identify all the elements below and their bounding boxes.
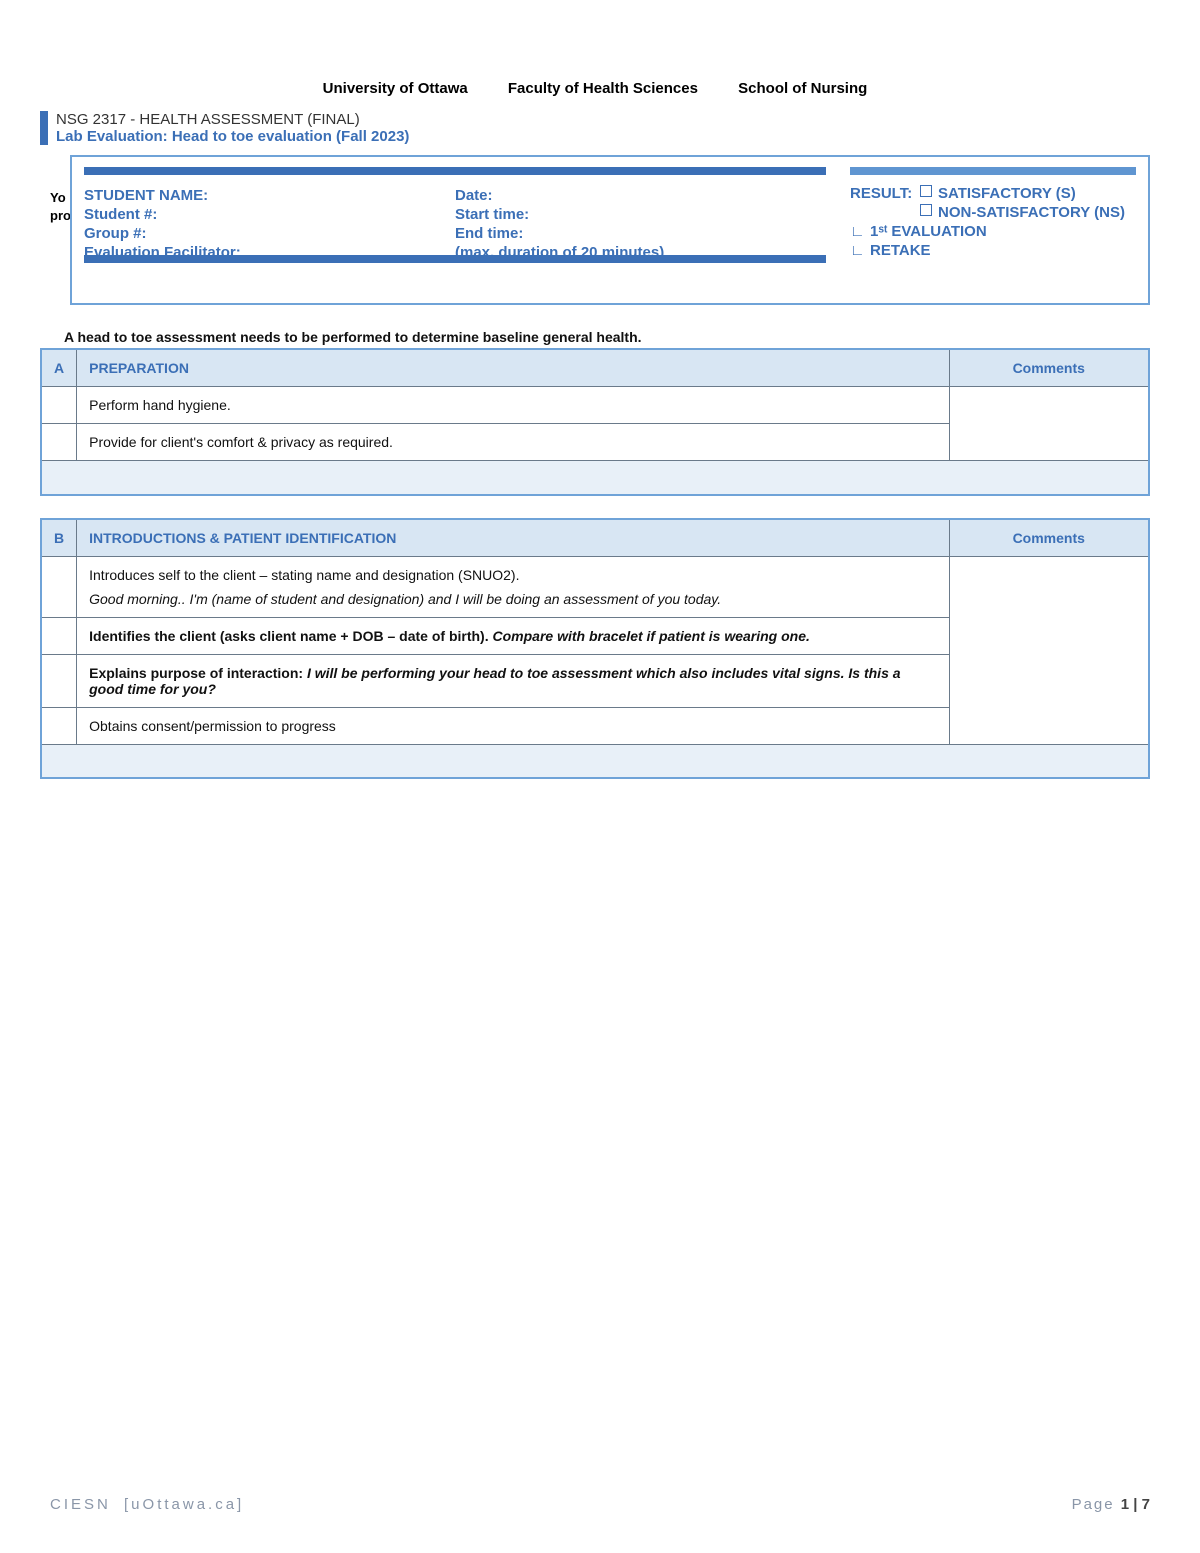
start-time-label: Start time:	[455, 206, 826, 223]
retake-label: RETAKE	[870, 242, 931, 259]
info-right: RESULT: SATISFACTORY (S) NON-SATISFACTOR…	[838, 157, 1148, 303]
group-label: Group #:	[84, 225, 455, 242]
footer-page: Page 1 | 7	[1072, 1496, 1150, 1513]
info-student-col: STUDENT NAME: Student #: Group #: Evalua…	[84, 185, 455, 263]
retake-row: ∟ RETAKE	[850, 242, 1136, 259]
section-a-blank	[41, 461, 1149, 495]
result-label: RESULT:	[850, 185, 920, 202]
date-label: Date:	[455, 187, 826, 204]
section-b-row2: Identifies the client (asks client name …	[77, 617, 949, 654]
section-b-row1-main: Introduces self to the client – stating …	[89, 567, 936, 583]
student-num-label: Student #:	[84, 206, 455, 223]
page-footer: CIESN [uOttawa.ca] Page 1 | 7	[50, 1496, 1150, 1513]
section-a-row1: Perform hand hygiene.	[77, 387, 949, 424]
university-name: University of Ottawa	[323, 80, 468, 97]
footer-domain: [uOttawa.ca]	[124, 1496, 244, 1513]
section-a-comments-header: Comments	[949, 349, 1149, 387]
info-left: STUDENT NAME: Student #: Group #: Evalua…	[72, 157, 838, 303]
section-b-row2-italic: Compare with bracelet if patient is wear…	[493, 628, 810, 644]
result-row: RESULT: SATISFACTORY (S)	[850, 185, 1136, 202]
intro-text: A head to toe assessment needs to be per…	[64, 329, 1150, 345]
info-panel: STUDENT NAME: Student #: Group #: Evalua…	[70, 155, 1150, 305]
faculty-name: Faculty of Health Sciences	[508, 80, 698, 97]
student-name-label: STUDENT NAME:	[84, 187, 455, 204]
page-number: 1 | 7	[1121, 1496, 1150, 1513]
result-row-nonsat: NON-SATISFACTORY (NS)	[850, 204, 1136, 221]
info-right-topbar	[850, 167, 1136, 175]
section-b-row3-main: Explains purpose of interaction:	[89, 665, 307, 681]
hidden-text-1: Yo	[50, 190, 66, 205]
section-a-row1-letter	[41, 387, 77, 424]
page-label: Page	[1072, 1496, 1121, 1513]
section-a-comments-cell[interactable]	[949, 387, 1149, 461]
tick-retake[interactable]: ∟	[850, 242, 864, 259]
course-block: NSG 2317 - HEALTH ASSESSMENT (FINAL) Lab…	[40, 111, 1150, 145]
section-b-row4: Obtains consent/permission to progress	[77, 707, 949, 744]
first-eval-row: ∟ 1ˢᵗ EVALUATION	[850, 223, 1136, 240]
section-a-row2-letter	[41, 424, 77, 461]
checkbox-nonsatisfactory[interactable]	[920, 204, 932, 216]
section-b-letter: B	[41, 519, 77, 557]
info-time-col: Date: Start time: End time: (max. durati…	[455, 185, 826, 263]
section-b-row3-letter	[41, 654, 77, 707]
section-b-row3: Explains purpose of interaction: I will …	[77, 654, 949, 707]
section-b-comments-header: Comments	[949, 519, 1149, 557]
section-b-row4-letter	[41, 707, 77, 744]
section-b-row2-letter	[41, 617, 77, 654]
section-a-letter: A	[41, 349, 77, 387]
page: University of Ottawa Faculty of Health S…	[0, 0, 1200, 1553]
info-left-bottombar	[84, 255, 826, 263]
hidden-text-2: pro	[50, 208, 71, 223]
section-b-table: B INTRODUCTIONS & PATIENT IDENTIFICATION…	[40, 518, 1150, 780]
satisfactory-label: SATISFACTORY (S)	[938, 185, 1076, 202]
university-header: University of Ottawa Faculty of Health S…	[40, 80, 1150, 97]
tick-first-eval[interactable]: ∟	[850, 223, 864, 240]
end-time-label: End time:	[455, 225, 826, 242]
section-b-row1: Introduces self to the client – stating …	[77, 556, 949, 617]
section-b-row1-italic: Good morning.. I'm (name of student and …	[89, 591, 936, 607]
section-a-table: A PREPARATION Comments Perform hand hygi…	[40, 348, 1150, 496]
course-code: NSG 2317 - HEALTH ASSESSMENT (FINAL)	[56, 111, 1150, 128]
section-a-title: PREPARATION	[77, 349, 949, 387]
first-eval-label: 1ˢᵗ EVALUATION	[870, 223, 987, 240]
school-name: School of Nursing	[738, 80, 867, 97]
section-a-row2: Provide for client's comfort & privacy a…	[77, 424, 949, 461]
nonsatisfactory-label: NON-SATISFACTORY (NS)	[938, 204, 1125, 221]
footer-left: CIESN [uOttawa.ca]	[50, 1496, 244, 1513]
section-b-row2-main: Identifies the client (asks client name …	[89, 628, 492, 644]
course-subtitle: Lab Evaluation: Head to toe evaluation (…	[56, 128, 1150, 145]
info-left-topbar	[84, 167, 826, 175]
section-b-blank	[41, 744, 1149, 778]
section-b-title: INTRODUCTIONS & PATIENT IDENTIFICATION	[77, 519, 949, 557]
checkbox-satisfactory[interactable]	[920, 185, 932, 197]
footer-ciesn: CIESN	[50, 1496, 111, 1513]
section-b-row1-letter	[41, 556, 77, 617]
section-b-comments-cell[interactable]	[949, 556, 1149, 744]
